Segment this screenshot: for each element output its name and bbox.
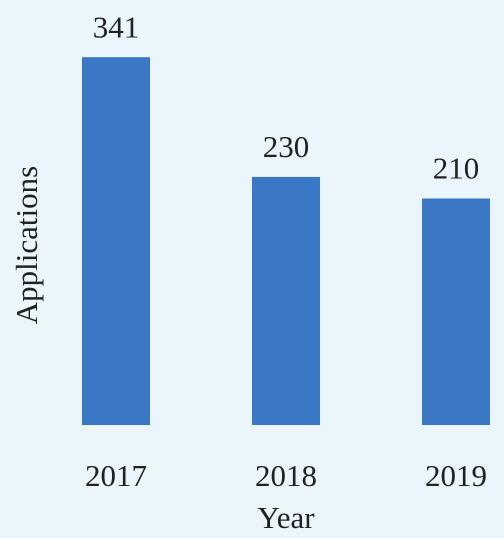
bar (422, 198, 490, 425)
bar (252, 176, 320, 425)
y-axis-label: Applications (9, 166, 44, 324)
x-axis-label: Year (257, 500, 315, 535)
x-tick-label: 2017 (85, 458, 147, 493)
value-label: 210 (433, 151, 480, 186)
value-label: 341 (93, 9, 140, 44)
x-tick-label: 2019 (425, 458, 487, 493)
bar (82, 57, 150, 426)
x-tick-label: 2018 (255, 458, 317, 493)
value-label: 230 (263, 129, 310, 164)
